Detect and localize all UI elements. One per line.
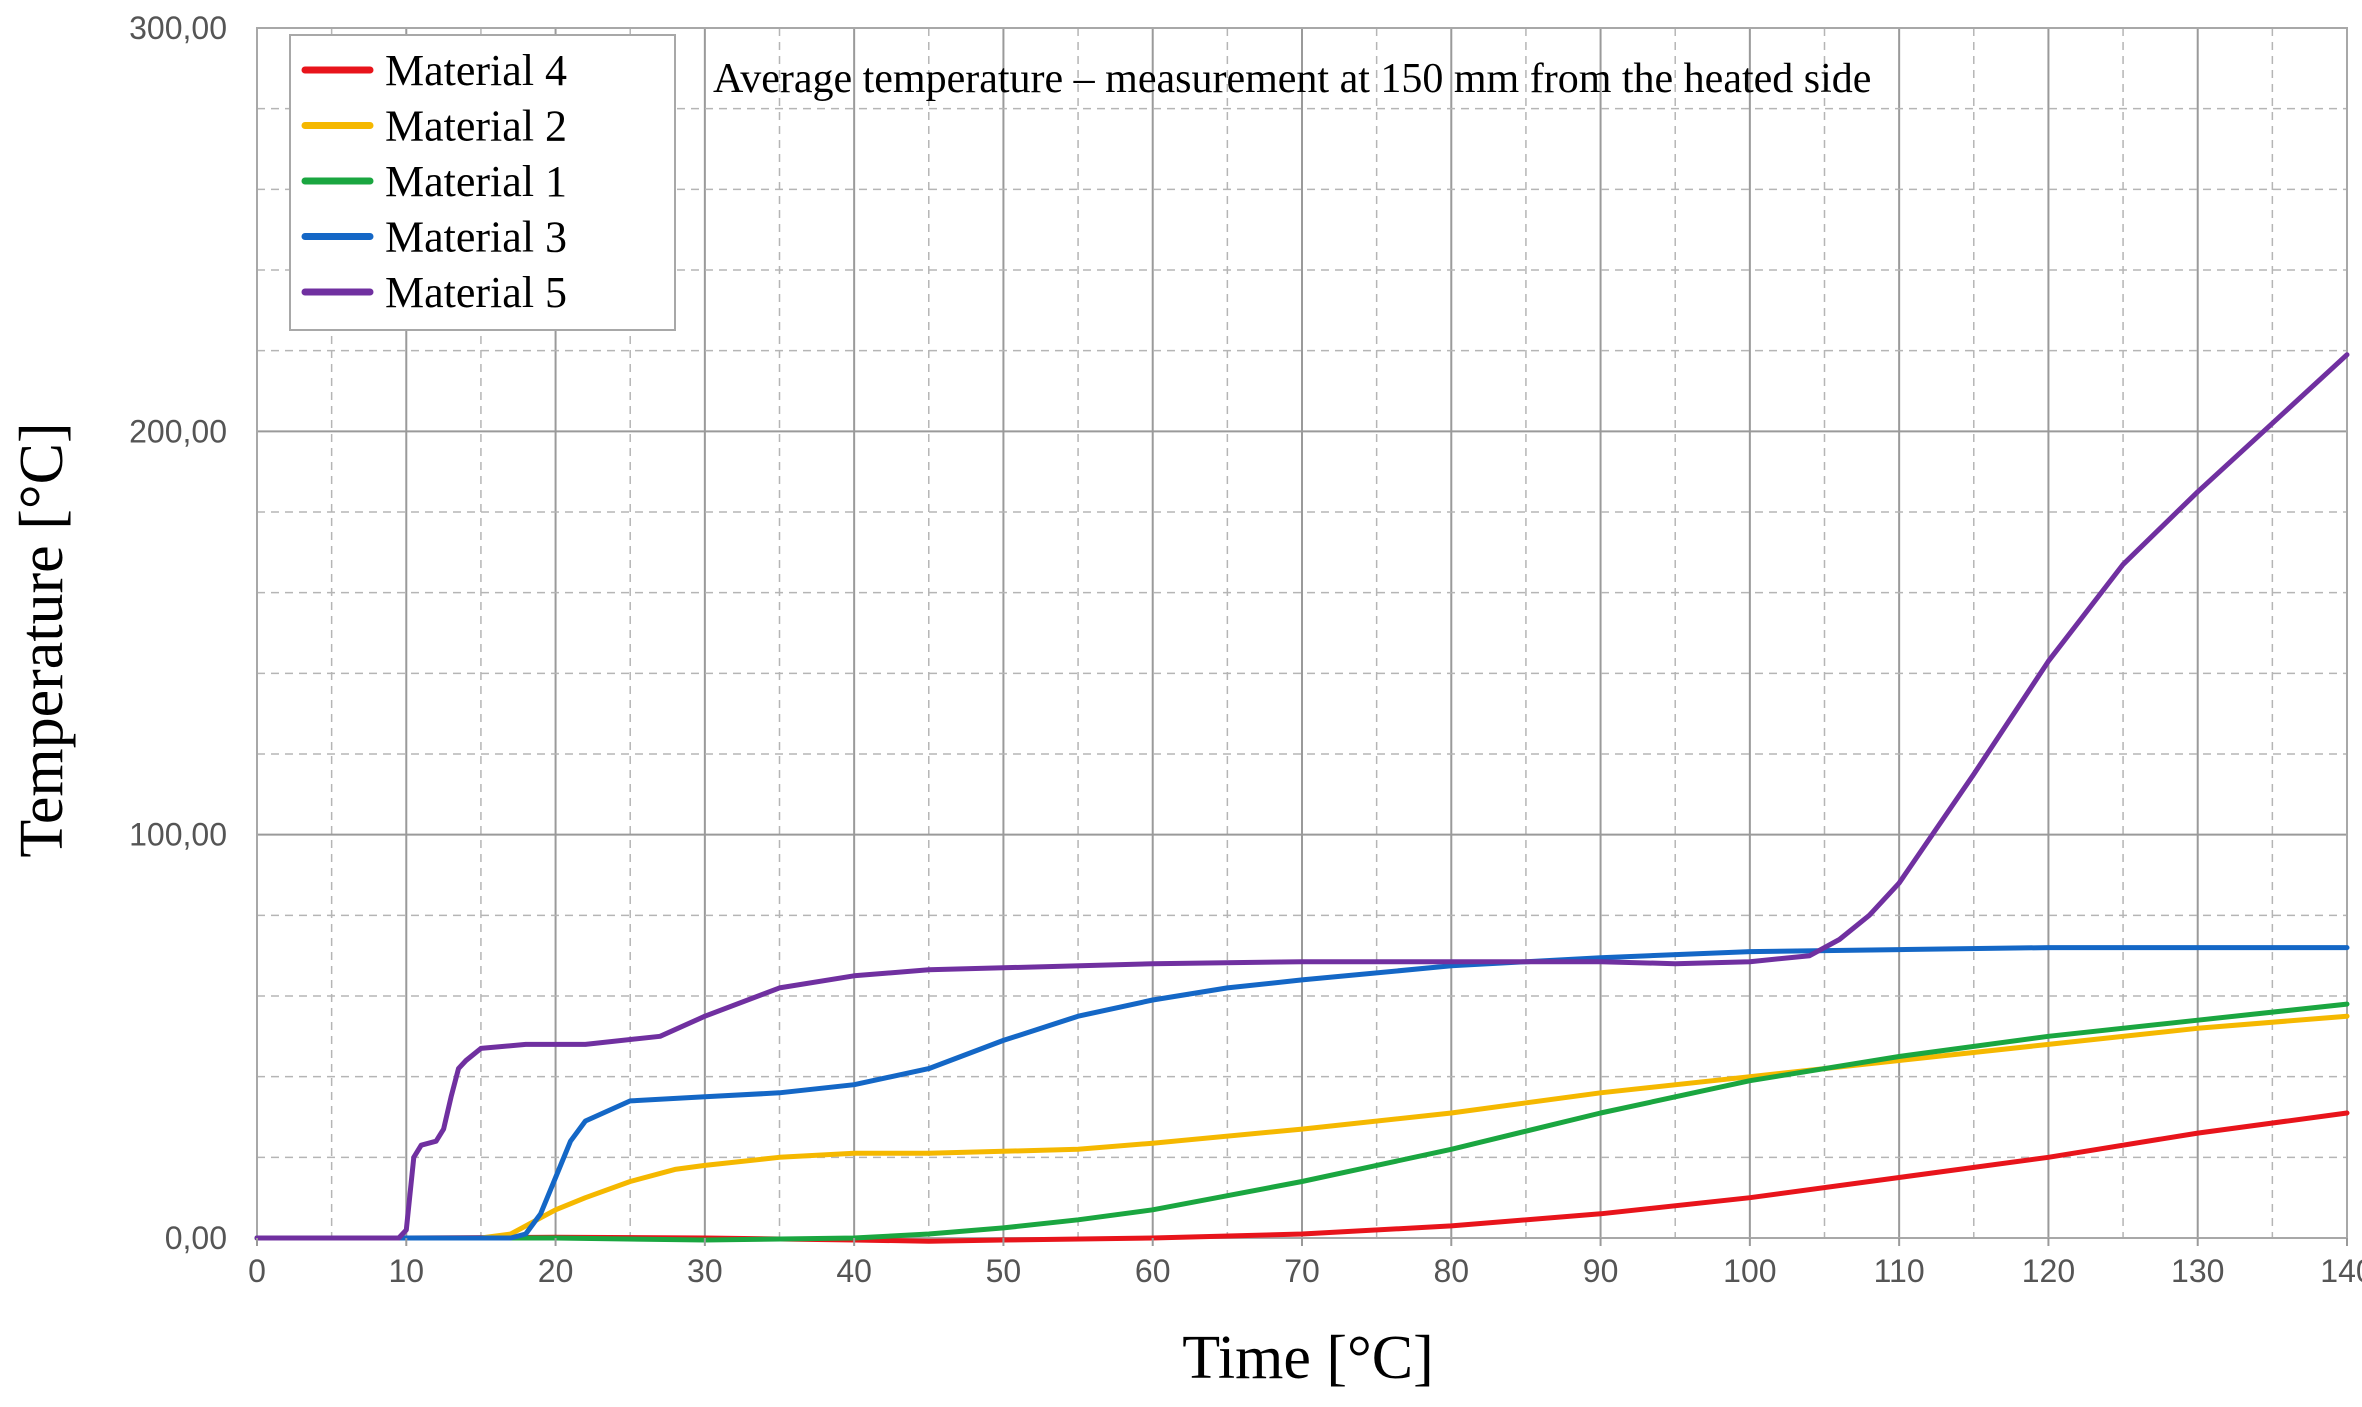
y-tick-label: 100,00 [129,817,227,853]
x-tick-label: 30 [687,1253,723,1289]
series-line-material-3 [254,945,2350,1241]
legend: Material 4 Material 2 Material 1 Material 3… [289,34,676,331]
x-tick-label: 80 [1433,1253,1469,1289]
x-tick-label: 20 [538,1253,574,1289]
legend-label: Material 3 [385,213,567,262]
legend-label: Material 4 [385,46,567,95]
series-line-material-2 [254,1013,2350,1241]
x-axis-title: Time [°C] [1182,1324,1434,1392]
x-axis-ticks: 0 10 20 30 40 50 60 70 80 90 100 110 120 130 140 [248,1238,2362,1289]
legend-label: Material 1 [385,157,567,206]
legend-label: Material 5 [385,268,567,317]
x-tick-label: 0 [248,1253,266,1289]
y-axis-ticks: 0,00 100,00 200,00 300,00 [129,10,227,1256]
x-tick-label: 130 [2171,1253,2224,1289]
x-tick-label: 110 [1874,1253,1925,1289]
x-tick-label: 60 [1135,1253,1171,1289]
y-axis-title: Temperature [°C] [8,422,76,857]
x-tick-label: 40 [836,1253,872,1289]
series-line-material-5 [254,352,2350,1241]
y-tick-label: 300,00 [129,10,227,46]
x-tick-label: 70 [1284,1253,1320,1289]
y-tick-label: 0,00 [165,1220,227,1256]
x-tick-label: 50 [986,1253,1022,1289]
chart-title: Average temperature – measurement at 150… [713,56,1871,102]
x-tick-label: 140 [2320,1253,2362,1289]
x-tick-label: 90 [1583,1253,1619,1289]
x-tick-label: 100 [1723,1253,1776,1289]
x-tick-label: 120 [2022,1253,2075,1289]
legend-label: Material 2 [385,102,567,151]
y-tick-label: 200,00 [129,413,227,449]
x-tick-label: 10 [388,1253,424,1289]
